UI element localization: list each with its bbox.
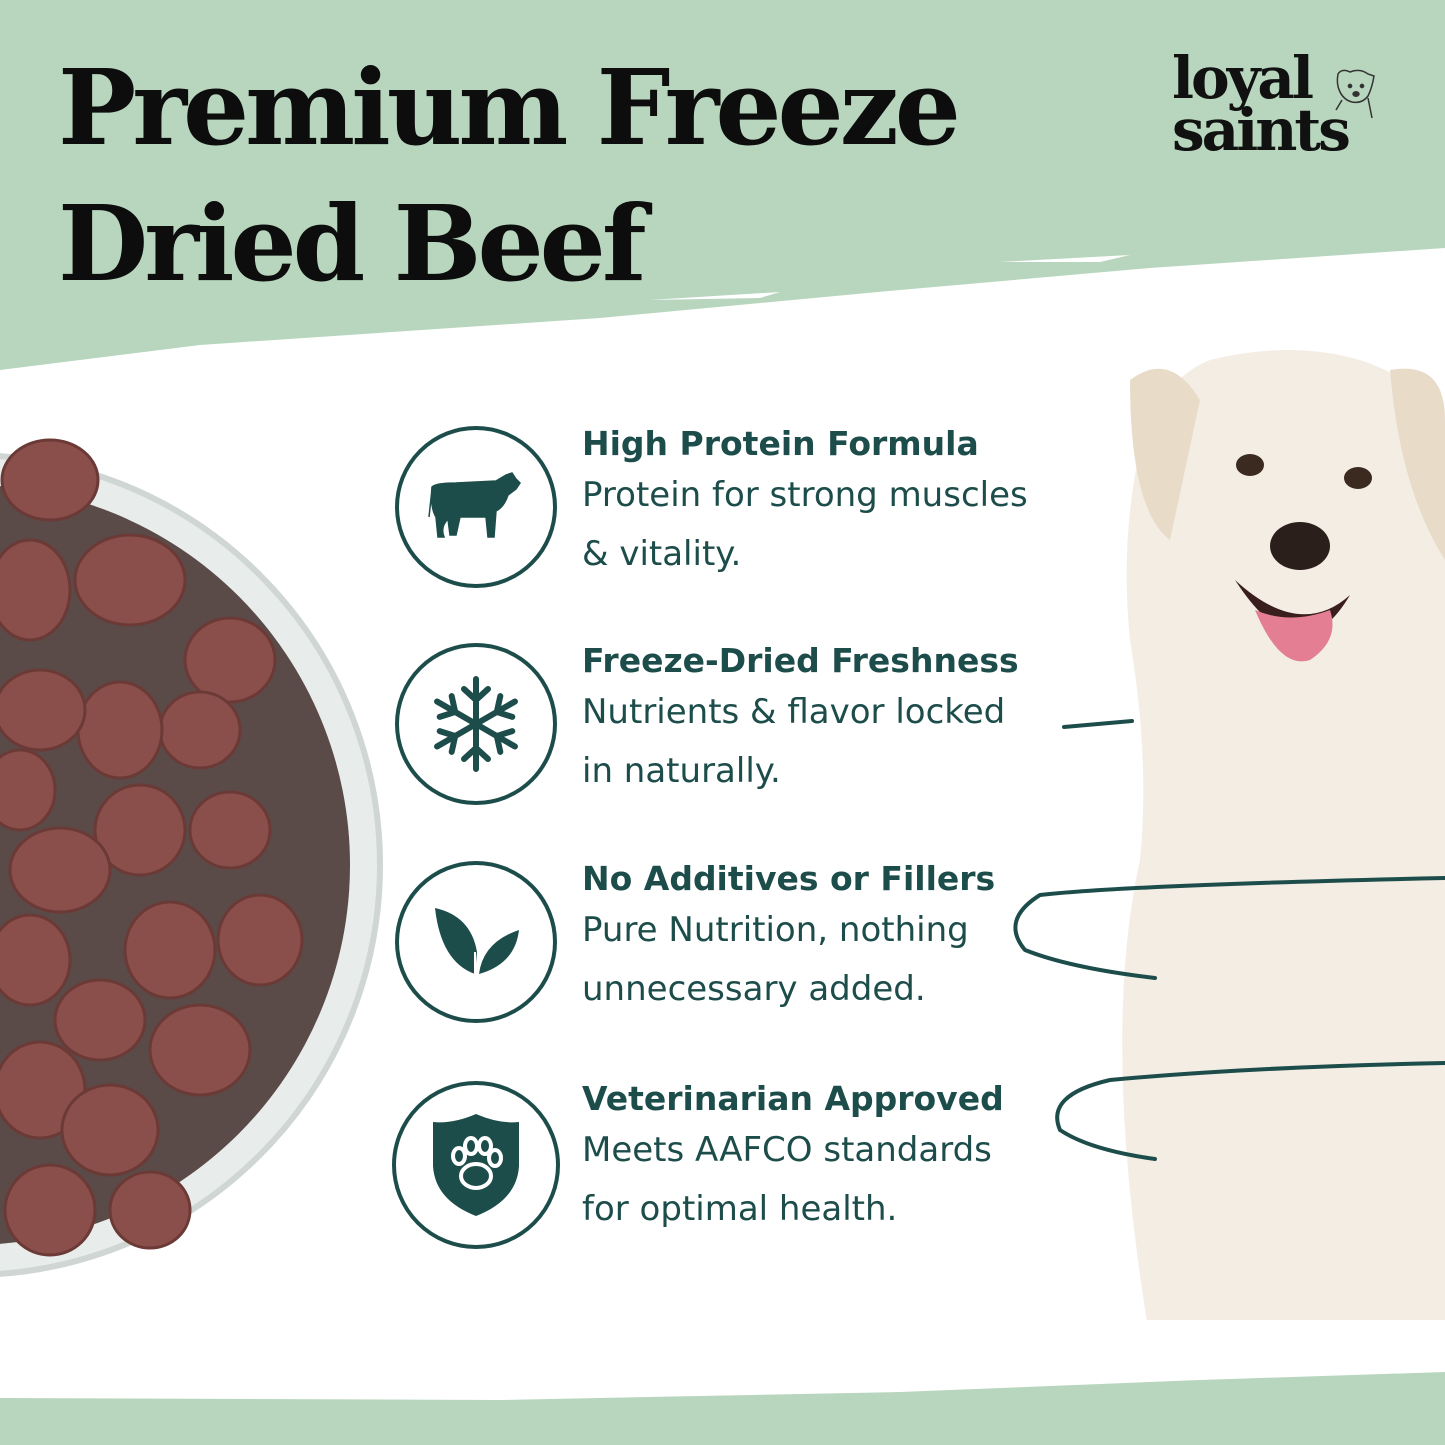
feature-high-protein: High Protein Formula Protein for strong … bbox=[395, 424, 1095, 596]
decorative-loop-vet bbox=[1055, 1061, 1445, 1161]
icon-circle bbox=[395, 861, 557, 1023]
feature-heading: Veterinarian Approved bbox=[582, 1079, 1004, 1118]
feature-heading: High Protein Formula bbox=[582, 424, 979, 463]
leaf-icon bbox=[435, 908, 519, 974]
paw-shield-icon bbox=[433, 1114, 519, 1216]
feature-heading: Freeze-Dried Freshness bbox=[582, 641, 1019, 680]
logo-text-loyal: loyal bbox=[1172, 44, 1314, 112]
feature-heading: No Additives or Fillers bbox=[582, 859, 996, 898]
bowl-of-freeze-dried-beef bbox=[0, 438, 383, 1277]
white-dog-photo bbox=[1122, 350, 1445, 1320]
page-title: Premium Freeze Dried Beef bbox=[58, 40, 961, 312]
decorative-loop-fillers bbox=[1013, 876, 1445, 980]
feature-description: Pure Nutrition, nothing unnecessary adde… bbox=[582, 910, 969, 1009]
decorative-line-freshness bbox=[1062, 719, 1134, 729]
icon-circle bbox=[395, 643, 557, 805]
snowflake-icon bbox=[431, 676, 521, 772]
brand-logo: loyal saints bbox=[1172, 44, 1375, 164]
feature-description: Nutrients & flavor locked in naturally. bbox=[582, 692, 1006, 791]
cow-icon bbox=[428, 472, 521, 538]
title-line-2: Dried Beef bbox=[58, 182, 647, 305]
feature-description: Protein for strong muscles & vitality. bbox=[582, 475, 1028, 574]
dog-face-icon bbox=[1335, 69, 1375, 119]
icon-circle bbox=[392, 1081, 560, 1249]
icon-circle bbox=[395, 426, 557, 588]
logo-text-saints: saints bbox=[1172, 96, 1351, 164]
title-line-1: Premium Freeze bbox=[58, 46, 961, 169]
feature-no-additives: No Additives or Fillers Pure Nutrition, … bbox=[395, 859, 1095, 1031]
feature-freeze-dried-freshness: Freeze-Dried Freshness Nutrients & flavo… bbox=[395, 641, 1095, 813]
feature-vet-approved: Veterinarian Approved Meets AAFCO standa… bbox=[392, 1079, 1092, 1251]
feature-description: Meets AAFCO standards for optimal health… bbox=[582, 1130, 992, 1229]
